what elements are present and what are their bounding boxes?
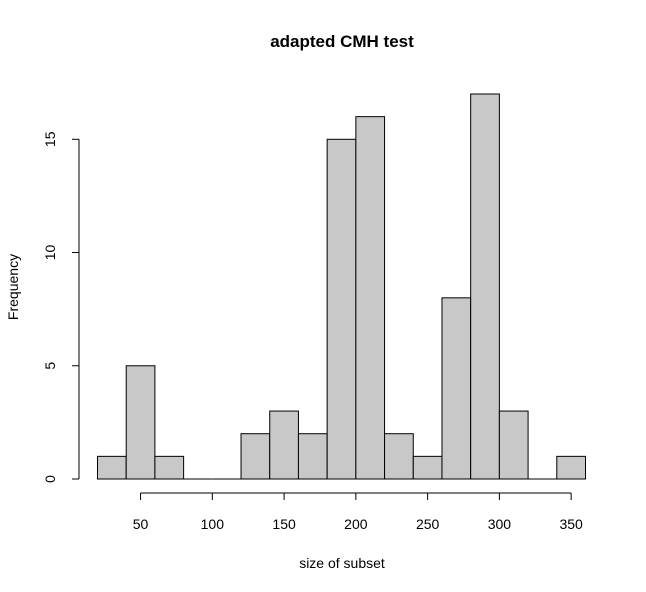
y-axis-label: Frequency [5,254,21,320]
x-tick-label: 150 [272,516,296,532]
y-tick-label: 10 [42,245,58,261]
histogram-bar [441,297,472,480]
histogram-bar [154,455,185,480]
histogram-bar [240,433,271,480]
x-tick-label: 100 [201,516,225,532]
histogram-bar [384,433,414,480]
histogram-bar [412,455,443,480]
y-tick-label: 0 [42,475,58,483]
histogram-bar [498,410,529,480]
y-tick-label: 15 [42,131,58,147]
histogram-bar [125,365,156,480]
x-tick-label: 50 [133,516,149,532]
histogram-bar [326,138,357,480]
x-tick-label: 250 [416,516,440,532]
y-tick-label: 5 [42,362,58,370]
histogram-bar [269,410,299,480]
histogram-bar [297,433,328,480]
x-tick-label: 350 [559,516,583,532]
x-tick-label: 300 [488,516,512,532]
histogram-bar [355,116,386,480]
y-axis: 0 5 10 15 [42,131,80,483]
histogram-bar [97,455,127,480]
x-tick-label: 200 [344,516,368,532]
x-axis-label: size of subset [299,555,385,571]
chart-title: adapted CMH test [270,32,414,51]
x-axis: 50 100 150 200 250 300 350 [133,492,583,532]
histogram-bar [556,455,587,480]
histogram-bar [470,93,500,480]
bars-group [97,93,587,480]
